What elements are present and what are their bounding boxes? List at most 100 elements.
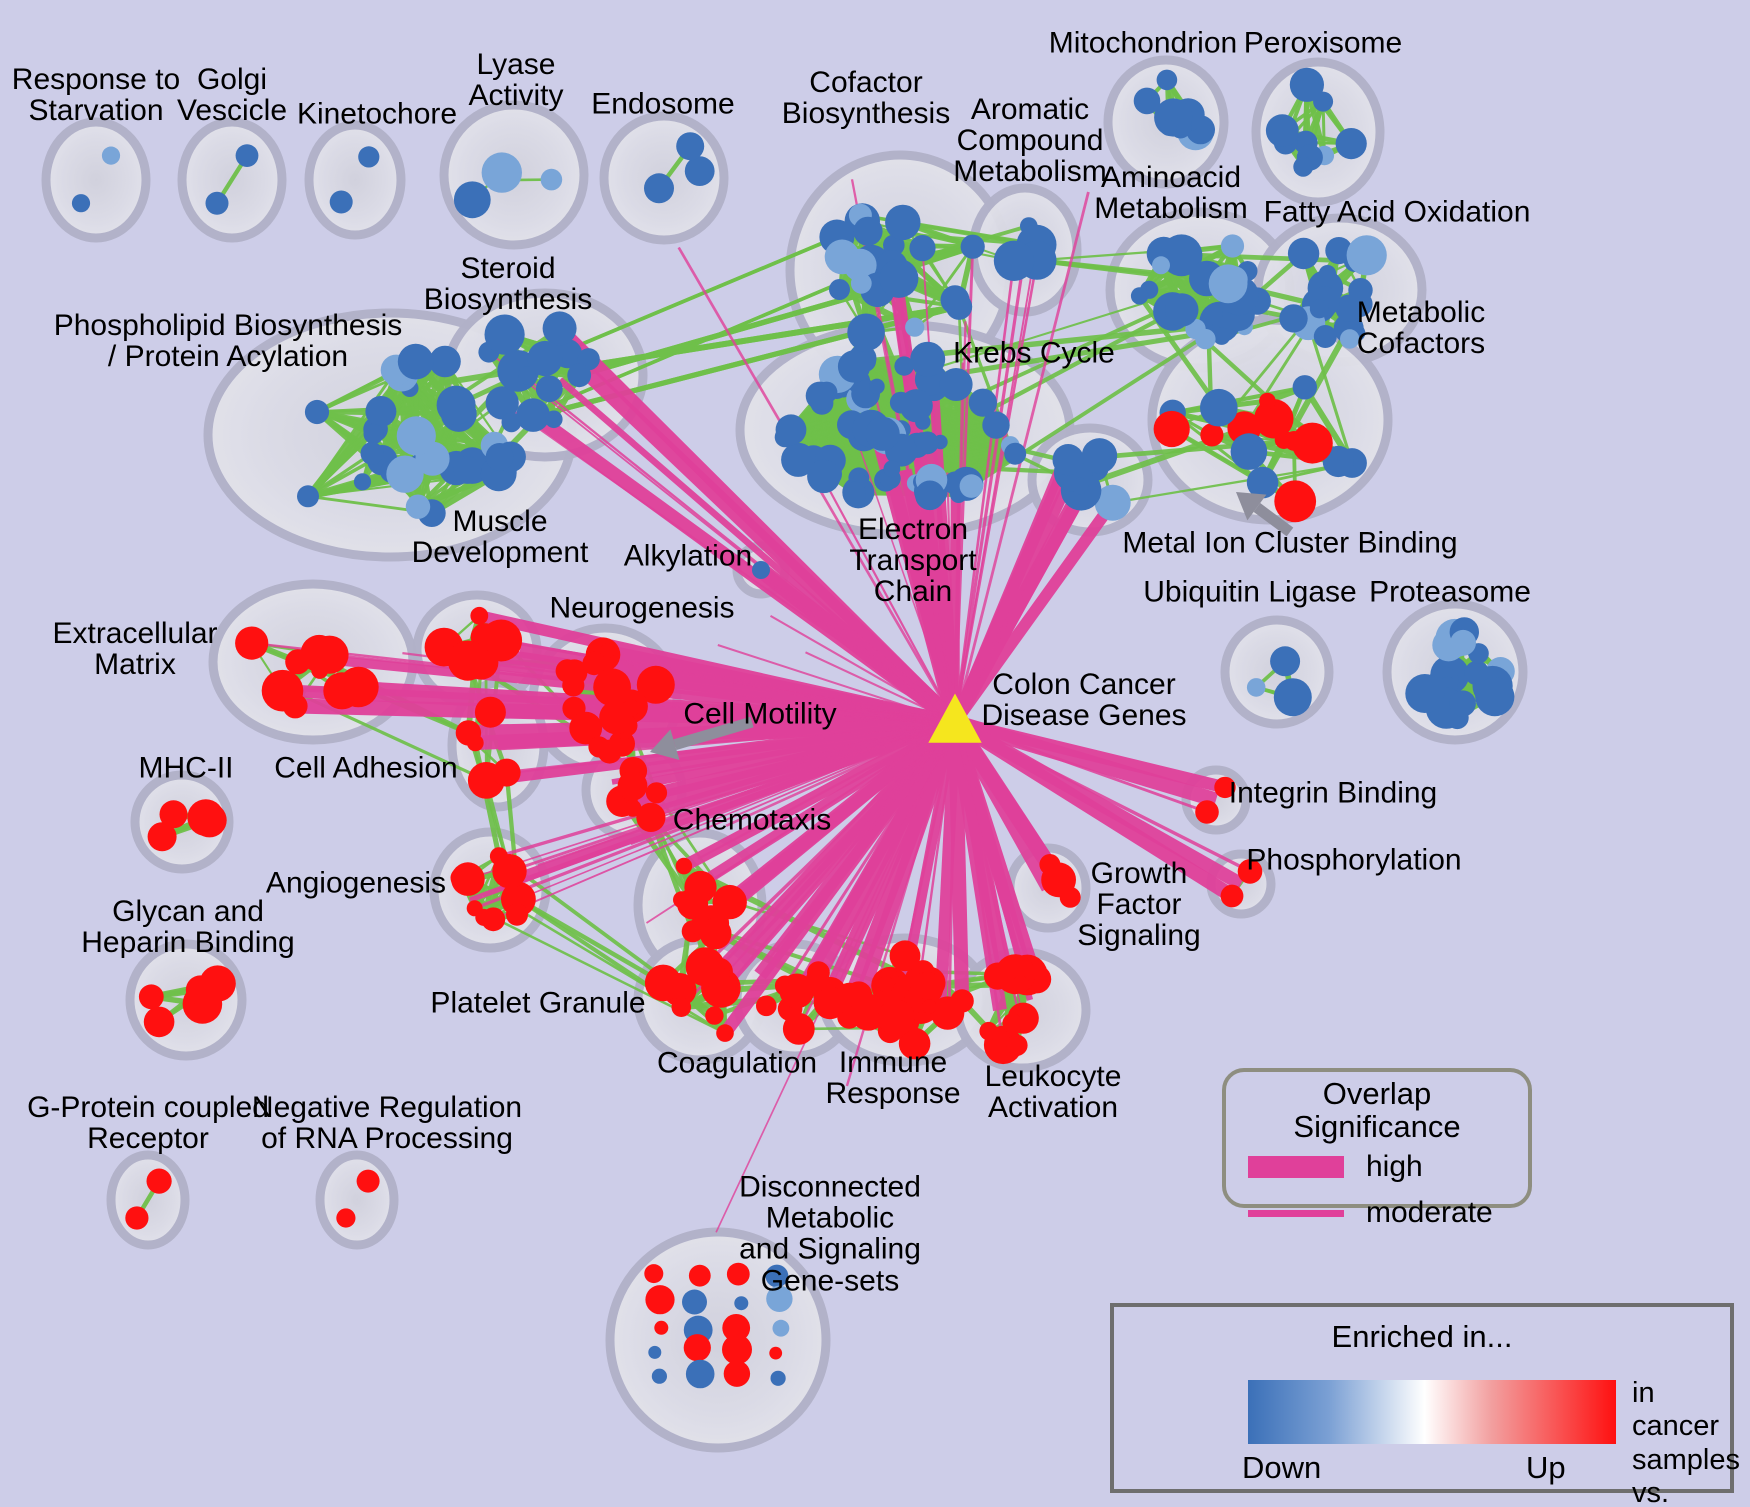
gene-set-node [1273, 678, 1312, 717]
gene-set-node [297, 485, 319, 508]
gene-set-node [723, 1360, 751, 1387]
gene-set-node [699, 917, 732, 950]
gene-set-node [899, 389, 933, 423]
gene-set-node [492, 758, 521, 787]
gene-set-node [916, 431, 939, 455]
gene-set-node [1208, 264, 1248, 304]
cluster-negative-regulation-of-rna-processing [315, 1150, 399, 1250]
gene-set-node [850, 272, 872, 294]
gene-set-node [235, 144, 259, 168]
enrichment-legend-title: Enriched in... [1331, 1319, 1513, 1354]
gene-set-node [684, 156, 715, 187]
gene-set-node [772, 1319, 790, 1337]
gene-set-node [885, 204, 921, 241]
gene-set-node [869, 378, 885, 395]
gene-set-node [1313, 91, 1334, 112]
gene-set-node [282, 693, 308, 719]
gene-set-node [1254, 399, 1294, 439]
gene-set-node [1002, 1013, 1023, 1034]
gene-set-node [1346, 235, 1387, 276]
gene-set-node [542, 311, 577, 346]
high-significance-swatch [1248, 1156, 1344, 1178]
gene-set-node [235, 626, 269, 660]
gene-set-node [894, 356, 914, 376]
gene-set-node [1270, 646, 1301, 677]
cell-motility-arrow-shaft [673, 716, 754, 750]
gene-set-node [705, 1006, 724, 1025]
gene-set-nodes [71, 67, 1515, 1389]
gene-set-node [147, 822, 177, 852]
gene-set-node [600, 643, 616, 659]
gene-set-node [569, 711, 603, 745]
gene-set-node [688, 1264, 711, 1287]
gene-set-node [930, 996, 965, 1030]
enrichment-down-label: Down [1242, 1450, 1322, 1485]
gene-set-node [567, 363, 592, 388]
gene-set-node [545, 410, 563, 429]
hub-node [928, 693, 982, 743]
gene-set-node [1071, 477, 1089, 495]
gene-set-node [386, 455, 424, 493]
gene-set-node [101, 146, 121, 165]
colon-cancer-disease-genes-hub[interactable] [928, 693, 982, 743]
gene-set-node [853, 216, 883, 246]
gene-set-node [939, 368, 973, 401]
gene-set-node [593, 668, 631, 707]
gene-set-node [779, 973, 815, 1009]
gene-set-node [766, 1285, 793, 1313]
gene-set-node [676, 132, 705, 161]
gene-set-node [765, 1264, 789, 1288]
gene-set-node [1265, 114, 1299, 147]
gene-set-node [673, 891, 690, 909]
gene-set-node [453, 456, 482, 484]
gene-set-node [484, 314, 525, 355]
gene-set-node [712, 884, 747, 920]
gene-set-node [1160, 119, 1177, 136]
gene-set-node [865, 416, 900, 451]
gene-set-node [599, 700, 633, 735]
gene-set-node [1220, 234, 1245, 258]
gene-set-node [470, 606, 489, 625]
gene-set-node [829, 279, 850, 300]
cluster-disconnected-metabolic-and-signaling-gene-sets [605, 1227, 831, 1453]
gene-set-node [644, 173, 674, 204]
gene-set-node [968, 388, 998, 417]
gene-set-node [651, 1368, 668, 1384]
gene-set-node [1004, 442, 1027, 465]
gene-set-node [752, 561, 770, 579]
gene-set-node [1081, 438, 1118, 474]
legend-entry-moderate: moderate [1248, 1196, 1493, 1230]
high-significance-label: high [1366, 1150, 1423, 1183]
gene-set-node [1200, 423, 1224, 447]
gene-set-node [475, 908, 493, 926]
gene-set-node [979, 1021, 998, 1041]
gene-set-node [734, 1296, 749, 1311]
gene-set-node [1289, 67, 1324, 102]
gene-set-node [847, 313, 885, 352]
gene-set-node [1156, 69, 1178, 91]
gene-set-node [540, 168, 563, 191]
gene-set-node [1200, 388, 1238, 427]
gene-set-node [485, 386, 519, 420]
gene-set-node [982, 411, 1010, 439]
gene-set-node [159, 800, 188, 829]
gene-set-node [365, 396, 397, 427]
gene-set-node [323, 672, 361, 710]
gene-set-node [910, 341, 946, 377]
cluster-response-to-starvation [41, 117, 151, 243]
gene-set-node [1335, 128, 1367, 160]
gene-set-node [1220, 884, 1244, 908]
gene-set-node [187, 799, 225, 836]
gene-set-node [675, 857, 693, 875]
gene-set-node [807, 459, 841, 494]
gene-set-node [329, 190, 353, 214]
gene-set-node [455, 720, 482, 746]
gene-set-node [1449, 690, 1476, 717]
gene-set-node [617, 770, 648, 801]
gene-set-node [782, 1013, 815, 1045]
gene-set-node [527, 340, 563, 377]
gene-set-node [1012, 975, 1030, 994]
metal-ion-cluster-binding-arrow-shaft [1253, 503, 1294, 537]
